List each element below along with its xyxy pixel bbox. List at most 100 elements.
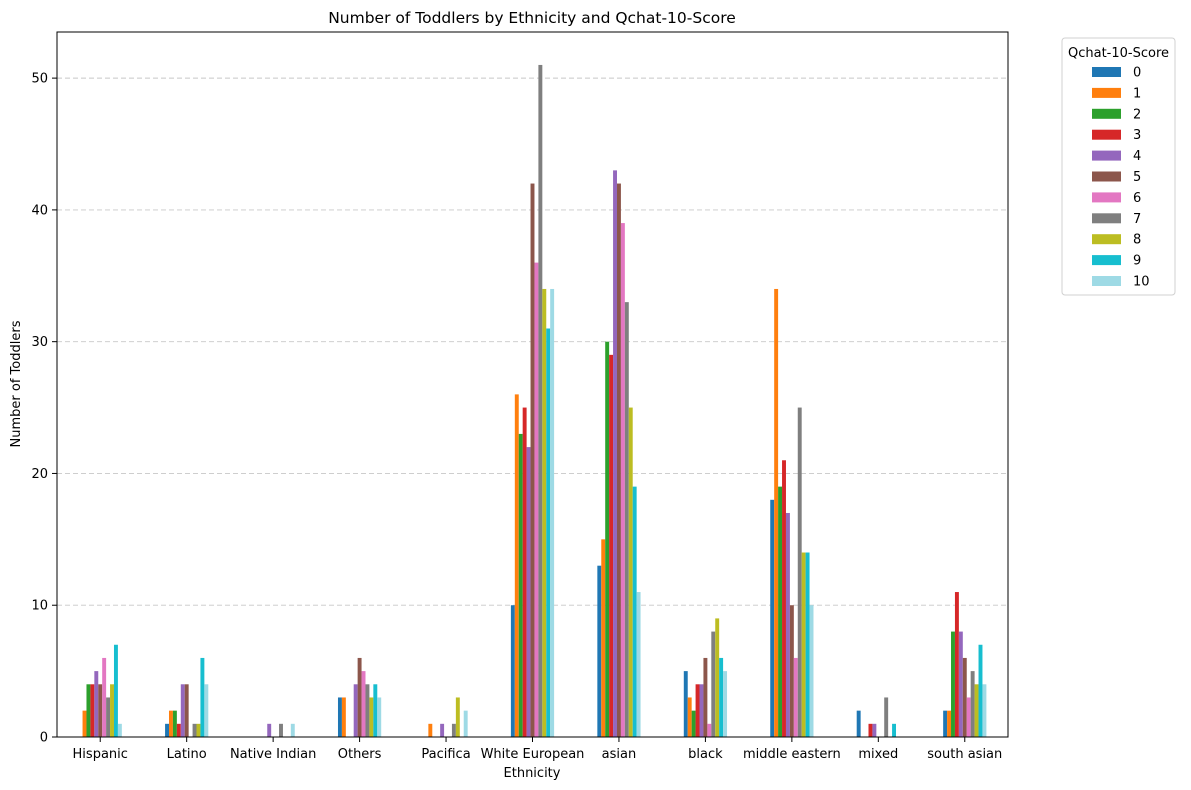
- legend: Qchat-10-Score 0 1 2 3 4 5 6 7 8 9 10: [1061, 37, 1176, 296]
- bar: [200, 657, 205, 737]
- bar: [172, 710, 177, 737]
- bar: [609, 354, 614, 737]
- bar: [369, 697, 374, 737]
- bar: [943, 710, 948, 737]
- bar: [770, 499, 775, 737]
- bar: [620, 223, 625, 737]
- legend-label: 10: [1133, 275, 1150, 290]
- bar: [982, 684, 987, 737]
- legend-swatch: [1092, 87, 1121, 98]
- bar: [636, 592, 641, 737]
- legend-swatch: [1092, 67, 1121, 77]
- bar: [707, 723, 712, 737]
- legend-label: 4: [1133, 149, 1141, 164]
- bar: [357, 657, 362, 737]
- bar: [510, 605, 515, 737]
- bar: [94, 671, 99, 737]
- y-tick-label: 20: [31, 467, 48, 482]
- legend-label: 6: [1133, 191, 1141, 206]
- bar: [962, 657, 967, 737]
- bar: [196, 723, 201, 737]
- bar: [809, 605, 814, 737]
- bar: [530, 183, 535, 737]
- legend-swatch: [1092, 171, 1121, 182]
- bar: [687, 697, 692, 737]
- bar: [723, 671, 728, 737]
- bars: [82, 64, 987, 738]
- y-axis-label: Number of Toddlers: [9, 320, 24, 447]
- bar: [176, 723, 181, 737]
- bar: [522, 407, 527, 737]
- bar: [978, 644, 983, 737]
- chart-title: Number of Toddlers by Ethnicity and Qcha…: [328, 9, 736, 27]
- bar: [184, 684, 189, 737]
- bar: [613, 170, 617, 737]
- x-axis: Hispanic Latino Native Indian Others Pacific…: [73, 737, 1002, 762]
- bar: [947, 710, 952, 737]
- legend-label: 1: [1133, 86, 1141, 101]
- bar: [785, 512, 790, 737]
- bar: [518, 433, 523, 737]
- x-axis-label: Ethnicity: [504, 766, 561, 781]
- x-tick-label: White European: [481, 747, 585, 762]
- legend-swatch: [1092, 192, 1121, 203]
- bar: [958, 631, 963, 737]
- bar: [82, 710, 87, 737]
- y-axis: 0 10 20 30 40 50: [31, 72, 57, 746]
- bar: [597, 565, 602, 737]
- bar: [715, 618, 720, 737]
- bar: [782, 460, 786, 737]
- bar: [290, 723, 295, 737]
- bar: [778, 486, 783, 737]
- bar: [970, 671, 975, 737]
- bar: [117, 723, 122, 737]
- bar: [86, 684, 91, 737]
- bar: [377, 697, 382, 737]
- x-tick-label: asian: [602, 747, 637, 762]
- bar: [542, 288, 547, 737]
- bar: [797, 407, 802, 737]
- bar: [514, 394, 519, 737]
- bar: [616, 183, 621, 737]
- bar: [951, 631, 955, 737]
- legend-swatch: [1092, 213, 1121, 224]
- y-tick-label: 40: [31, 203, 48, 218]
- bar: [892, 723, 897, 737]
- legend-label: 5: [1133, 170, 1141, 185]
- bar: [868, 723, 873, 737]
- bar: [353, 684, 358, 737]
- bar: [691, 710, 696, 737]
- bar: [451, 723, 456, 737]
- bar: [365, 684, 370, 737]
- bar: [341, 697, 346, 737]
- bar: [805, 552, 810, 737]
- legend-swatch: [1092, 129, 1121, 140]
- bar: [695, 684, 700, 737]
- bar: [337, 697, 342, 737]
- bar: [699, 684, 704, 737]
- legend-label: 3: [1133, 128, 1141, 143]
- x-tick-label: Hispanic: [73, 747, 128, 762]
- x-tick-label: Latino: [167, 747, 207, 762]
- bar: [204, 684, 209, 737]
- bar: [974, 684, 979, 737]
- bar: [546, 328, 551, 737]
- bar: [774, 288, 779, 737]
- bar: [884, 697, 889, 737]
- bar: [373, 684, 378, 737]
- bar: [856, 710, 861, 737]
- x-tick-label: Pacifica: [421, 747, 470, 762]
- bar: [538, 64, 543, 738]
- bar: [793, 657, 798, 737]
- bar: [113, 644, 118, 737]
- y-tick-label: 0: [40, 731, 48, 746]
- legend-title: Qchat-10-Score: [1068, 46, 1169, 61]
- bar: [526, 447, 531, 737]
- bar: [801, 552, 806, 737]
- bar: [605, 341, 610, 737]
- bar: [719, 657, 724, 737]
- bar: [440, 723, 445, 737]
- bar: [966, 697, 971, 737]
- bar: [534, 262, 539, 737]
